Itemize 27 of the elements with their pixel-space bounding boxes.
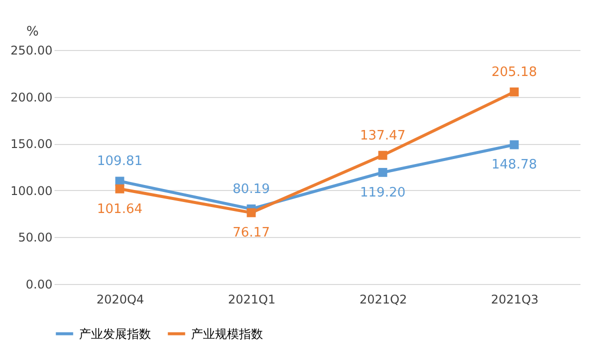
data-label: 148.78 — [492, 158, 537, 173]
data-label: 119.20 — [360, 185, 406, 200]
x-tick-label: 2021Q2 — [359, 292, 408, 306]
data-label: 76.17 — [232, 226, 270, 241]
y-tick-label: 0.00 — [26, 278, 52, 292]
point — [378, 150, 388, 160]
data-label: 109.81 — [97, 154, 142, 170]
y-tick-label: 150.00 — [10, 137, 52, 152]
x-tick-label: 2020Q4 — [96, 292, 144, 306]
legend-label: 产业发展指数 — [79, 326, 151, 341]
data-label: 205.18 — [492, 64, 537, 80]
data-label: 101.64 — [97, 202, 142, 217]
point — [115, 184, 124, 194]
y-tick-label: 200.00 — [10, 90, 52, 104]
y-axis-title: % — [26, 24, 39, 40]
y-tick-label: 50.00 — [18, 230, 52, 245]
x-tick-label: 2021Q1 — [228, 292, 276, 306]
point — [510, 87, 519, 96]
point — [246, 208, 256, 218]
data-label: 137.47 — [360, 128, 406, 144]
y-tick-label: 100.00 — [10, 184, 52, 198]
point — [510, 140, 519, 150]
x-tick-label: 2021Q3 — [490, 292, 539, 306]
legend-label: 产业规模指数 — [191, 326, 263, 341]
data-label: 80.19 — [232, 182, 270, 197]
point — [378, 168, 388, 177]
y-tick-label: 250.00 — [10, 44, 52, 58]
